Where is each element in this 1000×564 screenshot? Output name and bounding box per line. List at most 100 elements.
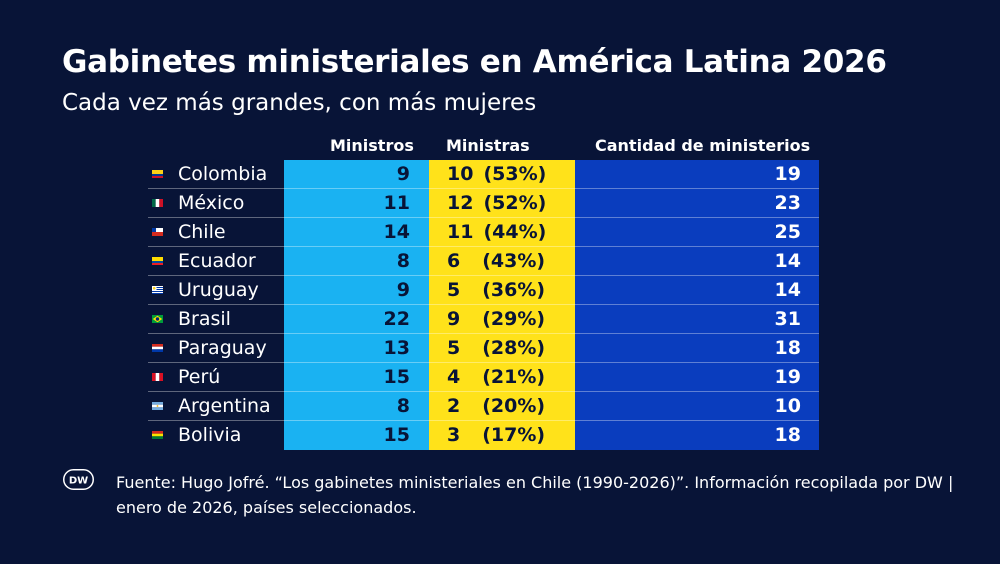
table-row: México 11 12 (52%) 23: [148, 189, 819, 218]
ministras-count: 4: [447, 366, 461, 388]
ministras-percentage: (29%): [482, 308, 546, 330]
ministros-value: 9: [284, 276, 429, 305]
chile-flag-icon: [152, 228, 163, 236]
argentina-flag-icon: [152, 402, 163, 410]
peru-flag-icon: [152, 373, 163, 381]
row-divider: [148, 362, 819, 363]
ministros-value: 9: [284, 160, 429, 189]
chart-subtitle: Cada vez más grandes, con más mujeres: [62, 90, 537, 116]
paraguay-flag-icon: [152, 344, 163, 352]
flag-cell: [148, 160, 166, 189]
country-name: Bolivia: [178, 424, 242, 446]
ministras-percentage: (36%): [482, 279, 546, 301]
ministras-count: 5: [447, 279, 461, 301]
colombia-flag-icon: [152, 170, 163, 178]
flag-cell: [148, 334, 166, 363]
cantidad-value: 25: [575, 218, 819, 247]
source-note: Fuente: Hugo Jofré. “Los gabinetes minis…: [116, 473, 954, 517]
row-divider: [148, 420, 819, 421]
ministras-percentage: (28%): [482, 337, 546, 359]
ministras-value: 10 (53%): [429, 160, 575, 189]
country-name: Brasil: [178, 308, 231, 330]
ministras-value: 6 (43%): [429, 247, 575, 276]
ministras-value: 9 (29%): [429, 305, 575, 334]
flag-cell: [148, 189, 166, 218]
table-row: Ecuador 8 6 (43%) 14: [148, 247, 819, 276]
ministras-percentage: (21%): [482, 366, 546, 388]
flag-cell: [148, 421, 166, 450]
flag-cell: [148, 276, 166, 305]
table-row: Chile 14 11 (44%) 25: [148, 218, 819, 247]
country-name: Argentina: [178, 395, 271, 417]
flag-cell: [148, 218, 166, 247]
ministras-percentage: (52%): [483, 192, 547, 214]
ministras-percentage: (43%): [482, 250, 546, 272]
ecuador-flag-icon: [152, 257, 163, 265]
table-row: Brasil 22 9 (29%) 31: [148, 305, 819, 334]
ministras-value: 5 (36%): [429, 276, 575, 305]
ministros-value: 15: [284, 421, 429, 450]
ministras-percentage: (17%): [482, 424, 546, 446]
ministros-value: 22: [284, 305, 429, 334]
cantidad-value: 10: [575, 392, 819, 421]
ministras-value: 11 (44%): [429, 218, 575, 247]
cantidad-value: 14: [575, 247, 819, 276]
cabinet-table: Colombia 9 10 (53%) 19 México 11 12 (52%) 23 Chile…: [148, 160, 819, 450]
row-divider: [148, 391, 819, 392]
ministras-count: 3: [447, 424, 461, 446]
country-name: Chile: [178, 221, 226, 243]
ministras-value: 2 (20%): [429, 392, 575, 421]
row-divider: [148, 333, 819, 334]
cantidad-value: 14: [575, 276, 819, 305]
flag-cell: [148, 305, 166, 334]
ministras-count: 11: [447, 221, 474, 243]
ministras-count: 9: [447, 308, 461, 330]
ministras-value: 3 (17%): [429, 421, 575, 450]
row-divider: [148, 217, 819, 218]
cantidad-value: 18: [575, 421, 819, 450]
row-divider: [148, 304, 819, 305]
country-name: Paraguay: [178, 337, 267, 359]
cantidad-value: 18: [575, 334, 819, 363]
row-divider: [148, 246, 819, 247]
table-row: Argentina 8 2 (20%) 10: [148, 392, 819, 421]
table-row: Paraguay 13 5 (28%) 18: [148, 334, 819, 363]
cantidad-value: 23: [575, 189, 819, 218]
mexico-flag-icon: [152, 199, 163, 207]
ministras-value: 5 (28%): [429, 334, 575, 363]
ministros-value: 8: [284, 247, 429, 276]
brasil-flag-icon: [152, 315, 163, 323]
column-header-ministros: Ministros: [330, 136, 414, 155]
ministras-count: 5: [447, 337, 461, 359]
column-header-ministras: Ministras: [446, 136, 530, 155]
table-row: Uruguay 9 5 (36%) 14: [148, 276, 819, 305]
chart-title: Gabinetes ministeriales en América Latin…: [62, 44, 887, 80]
bolivia-flag-icon: [152, 431, 163, 439]
ministros-value: 15: [284, 363, 429, 392]
country-name: Colombia: [178, 163, 268, 185]
flag-cell: [148, 363, 166, 392]
flag-cell: [148, 392, 166, 421]
uruguay-flag-icon: [152, 286, 163, 294]
dw-logo-icon: DW: [63, 469, 94, 490]
ministras-count: 2: [447, 395, 461, 417]
row-divider: [148, 275, 819, 276]
row-divider: [148, 188, 819, 189]
ministras-value: 4 (21%): [429, 363, 575, 392]
table-row: Colombia 9 10 (53%) 19: [148, 160, 819, 189]
country-name: Ecuador: [178, 250, 256, 272]
ministros-value: 8: [284, 392, 429, 421]
ministras-percentage: (53%): [483, 163, 547, 185]
table-row: Perú 15 4 (21%) 19: [148, 363, 819, 392]
column-header-cantidad: Cantidad de ministerios: [595, 136, 811, 155]
svg-text:DW: DW: [69, 476, 88, 487]
ministros-value: 14: [284, 218, 429, 247]
ministras-percentage: (20%): [482, 395, 546, 417]
ministras-percentage: (44%): [483, 221, 547, 243]
ministras-count: 6: [447, 250, 461, 272]
ministras-count: 12: [447, 192, 474, 214]
ministras-value: 12 (52%): [429, 189, 575, 218]
flag-cell: [148, 247, 166, 276]
country-name: Perú: [178, 366, 221, 388]
cantidad-value: 19: [575, 160, 819, 189]
